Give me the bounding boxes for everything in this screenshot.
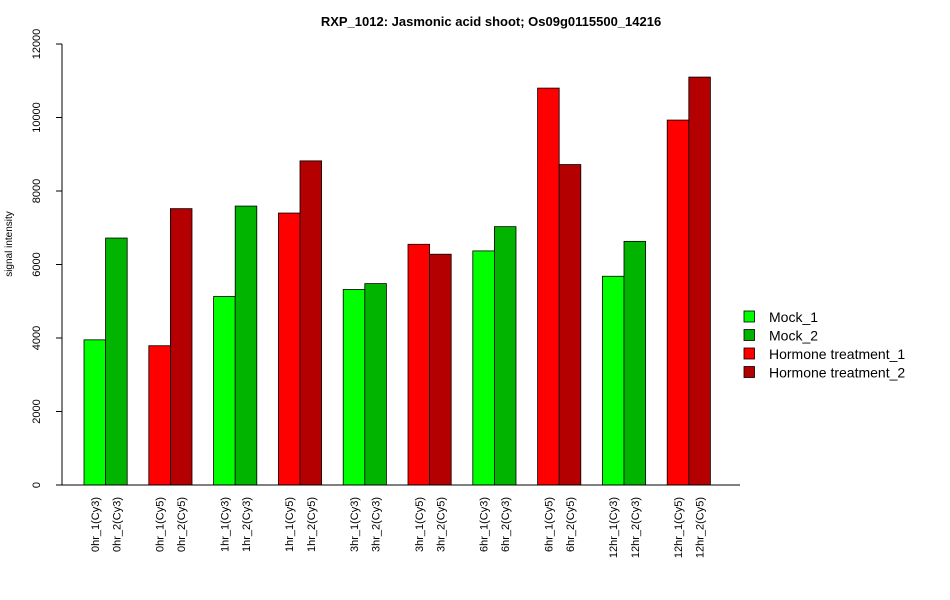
x-tick-label: 6hr_2(Cy5)	[565, 497, 577, 552]
bar-12hr_1cy5	[666, 119, 690, 486]
y-tick-label: 10000	[31, 102, 43, 133]
bar-1hr_2cy3	[234, 205, 258, 486]
x-tick-label: 6hr_1(Cy3)	[479, 497, 491, 552]
y-axis-label: signal intensity	[4, 211, 15, 277]
x-tick-label: 0hr_2(Cy3)	[111, 497, 123, 552]
x-tick-label: 3hr_1(Cy5)	[414, 497, 426, 552]
bar-3hr_1cy5	[407, 243, 431, 486]
x-tick-label: 1hr_2(Cy3)	[241, 497, 253, 552]
x-tick-label: 3hr_1(Cy3)	[349, 497, 361, 552]
x-tick-label: 0hr_2(Cy5)	[176, 497, 188, 552]
legend-label-3: Hormone treatment_2	[769, 365, 905, 381]
bars-group	[83, 76, 711, 486]
legend-label-2: Hormone treatment_1	[769, 346, 905, 362]
y-tick-label: 12000	[31, 29, 43, 60]
bar-6hr_1cy3	[472, 250, 495, 486]
bar-12hr_1cy3	[602, 275, 625, 486]
y-tick-label: 4000	[31, 326, 43, 350]
bar-3hr_2cy5	[429, 253, 452, 486]
x-tick-label: 12hr_1(Cy5)	[673, 497, 685, 558]
legend-swatch-2	[743, 347, 755, 360]
bar-0hr_2cy3	[105, 237, 128, 486]
x-axis: 0hr_1(Cy3) 0hr_2(Cy3) 0hr_1(Cy5) 0hr_2(Cy5)…	[62, 484, 740, 558]
chart-title: RXP_1012: Jasmonic acid shoot; Os09g0115…	[321, 14, 661, 29]
bar-6hr_2cy5	[558, 164, 582, 486]
bar-6hr_1cy5	[537, 87, 560, 486]
x-tick-label: 6hr_1(Cy5)	[543, 497, 555, 552]
bar-1hr_1cy3	[213, 296, 236, 486]
x-tick-label: 1hr_1(Cy5)	[284, 497, 296, 552]
bar-12hr_2cy5	[688, 76, 711, 486]
bar-3hr_1cy3	[342, 289, 366, 486]
bar-3hr_2cy3	[364, 283, 387, 486]
bar-0hr_2cy5	[169, 208, 193, 486]
x-tick-label: 12hr_2(Cy5)	[695, 497, 707, 558]
legend: Mock_1 Mock_2 Hormone treatment_1 Hormone t…	[743, 309, 905, 381]
legend-swatch-1	[743, 329, 755, 341]
y-tick-label: 6000	[31, 252, 43, 276]
x-tick-label: 3hr_2(Cy3)	[371, 497, 383, 552]
bar-6hr_2cy3	[493, 226, 517, 486]
y-tick-label: 8000	[31, 179, 43, 203]
bar-0hr_1cy3	[83, 339, 107, 486]
x-tick-label: 3hr_2(Cy5)	[435, 497, 447, 552]
bar-12hr_2cy3	[623, 240, 647, 486]
legend-label-1: Mock_2	[769, 328, 818, 344]
y-axis: 0 2000 4000 6000 8000 10000 12000	[31, 29, 63, 488]
x-tick-label: 6hr_2(Cy3)	[500, 497, 512, 552]
x-tick-label: 1hr_1(Cy3)	[219, 497, 231, 552]
x-tick-label: 0hr_1(Cy3)	[90, 497, 102, 552]
y-tick-label: 2000	[31, 399, 43, 423]
y-tick-label: 0	[31, 482, 43, 488]
legend-swatch-3	[743, 366, 755, 378]
x-tick-label: 0hr_1(Cy5)	[155, 497, 167, 552]
bar-1hr_1cy5	[277, 212, 301, 486]
x-tick-label: 12hr_2(Cy3)	[630, 497, 642, 558]
legend-label-0: Mock_1	[769, 309, 818, 325]
legend-swatch-0	[743, 310, 755, 323]
x-tick-label: 1hr_2(Cy5)	[306, 497, 318, 552]
bar-0hr_1cy5	[148, 345, 171, 486]
x-tick-label: 12hr_1(Cy3)	[608, 497, 620, 558]
bar-1hr_2cy5	[299, 160, 323, 486]
